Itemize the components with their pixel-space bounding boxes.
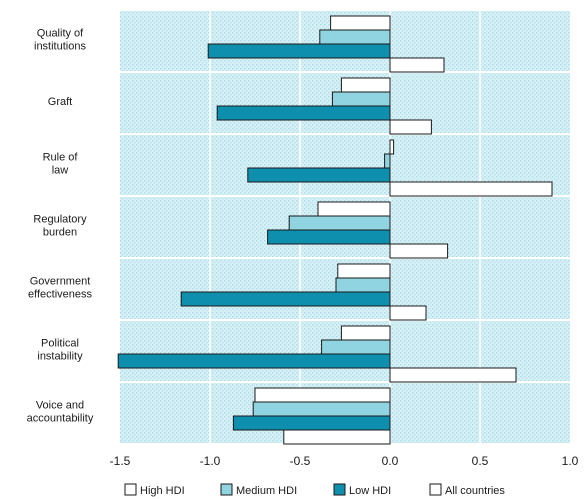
bar-all-countries	[389, 243, 449, 259]
category-label: effectiveness	[28, 289, 93, 301]
x-tick-label: 0.5	[472, 454, 489, 468]
bar-medium-hdi	[319, 29, 391, 45]
bar-low-hdi	[180, 291, 391, 307]
legend-swatch	[124, 483, 137, 496]
category-label: Graft	[48, 96, 72, 108]
category-label: Government	[30, 276, 91, 288]
x-tick-label: -1.5	[110, 454, 131, 468]
category-label: burden	[43, 227, 77, 239]
bar-low-hdi	[232, 415, 391, 431]
bar-low-hdi	[216, 105, 391, 121]
category-label: Quality of	[37, 28, 84, 40]
bar-low-hdi	[117, 353, 391, 369]
bar-medium-hdi	[335, 277, 391, 293]
legend-swatch	[333, 483, 346, 496]
bar-all-countries	[389, 367, 517, 383]
bar-high-hdi	[389, 139, 395, 155]
bar-all-countries	[389, 119, 432, 135]
category-label: law	[52, 165, 69, 177]
x-tick-label: -1.0	[200, 454, 221, 468]
x-tick-label: 1.0	[562, 454, 579, 468]
bar-high-hdi	[330, 15, 391, 31]
legend-swatch	[220, 483, 233, 496]
bar-medium-hdi	[252, 401, 391, 417]
category-label: instability	[37, 351, 83, 363]
legend-label: Medium HDI	[236, 485, 297, 497]
bar-medium-hdi	[288, 215, 391, 231]
x-tick-label: -0.5	[290, 454, 311, 468]
bar-all-countries	[389, 305, 427, 321]
bar-low-hdi	[267, 229, 391, 245]
bar-high-hdi	[340, 325, 391, 341]
category-label: Regulatory	[33, 214, 87, 226]
bar-medium-hdi	[321, 339, 391, 355]
legend-label: High HDI	[140, 485, 185, 497]
category-label: institutions	[34, 41, 86, 53]
legend-label: Low HDI	[349, 485, 391, 497]
bar-high-hdi	[337, 263, 391, 279]
bar-all-countries	[389, 181, 553, 197]
bar-low-hdi	[207, 43, 391, 59]
bar-low-hdi	[247, 167, 391, 183]
bar-high-hdi	[317, 201, 391, 217]
x-axis-ticks: -1.5 -1.0 -0.5 0.0 0.5 1.0	[110, 454, 579, 468]
legend-label: All countries	[445, 485, 505, 497]
legend: High HDI Medium HDI Low HDI All countries	[124, 483, 505, 497]
category-label: Rule of	[43, 152, 79, 164]
bar-medium-hdi	[331, 91, 391, 107]
bar-all-countries	[283, 429, 391, 445]
bar-high-hdi	[340, 77, 391, 93]
bar-high-hdi	[254, 387, 391, 403]
category-label: accountability	[27, 413, 94, 425]
bar-all-countries	[389, 57, 445, 73]
bar-medium-hdi	[384, 153, 391, 169]
x-tick-label: 0.0	[382, 454, 399, 468]
category-label: Voice and	[36, 400, 84, 412]
legend-swatch	[429, 483, 442, 496]
bars	[117, 15, 553, 445]
category-label: Political	[41, 338, 79, 350]
